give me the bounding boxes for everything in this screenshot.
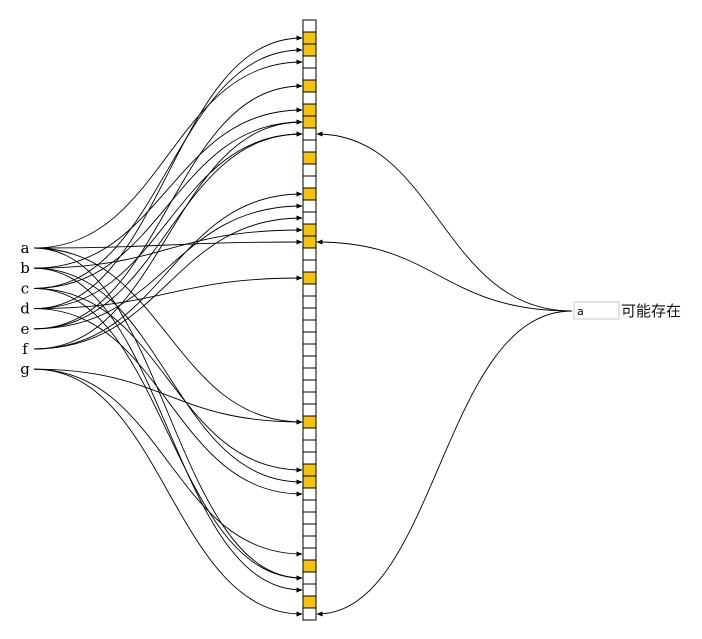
hash-edge-d	[33, 131, 303, 310]
bit-cell-empty	[302, 535, 317, 549]
bit-cell-set	[302, 595, 317, 609]
bit-cell-set	[302, 415, 317, 429]
bit-cell-empty	[302, 487, 317, 501]
hash-edge-c	[33, 119, 303, 289]
key-label-c: c	[21, 279, 29, 297]
bit-cell-empty	[302, 379, 317, 393]
hash-edge-c	[33, 287, 303, 581]
hash-edge-e	[33, 83, 303, 330]
bit-cell-set	[302, 103, 317, 117]
bit-cell-set	[302, 31, 317, 45]
bit-cell-set	[302, 151, 317, 165]
bit-cell-set	[302, 223, 317, 237]
bit-cell-empty	[302, 67, 317, 81]
bit-cell-empty	[302, 583, 317, 597]
hash-edge-e	[33, 131, 303, 330]
bit-cell-empty	[302, 355, 317, 369]
bit-array	[302, 19, 317, 621]
hash-edge-a	[33, 239, 303, 249]
query-edge	[316, 310, 573, 617]
bit-cell-set	[302, 475, 317, 489]
bit-cell-empty	[302, 163, 317, 177]
query-result-label: 可能存在	[621, 302, 681, 320]
bit-cell-empty	[302, 331, 317, 345]
bit-cell-empty	[302, 451, 317, 465]
bit-cell-empty	[302, 283, 317, 297]
hash-edge-d	[33, 35, 303, 310]
bit-cell-set	[302, 271, 317, 285]
query-edge	[316, 239, 573, 312]
hash-edge-f	[33, 191, 303, 350]
hash-edge-f	[33, 215, 303, 350]
bit-cell-empty	[302, 427, 317, 441]
bit-cell-empty	[302, 403, 317, 417]
bit-cell-empty	[302, 307, 317, 321]
query-value: a	[577, 305, 584, 318]
key-label-e: e	[21, 320, 30, 338]
bit-cell-set	[302, 115, 317, 129]
bit-cell-set	[302, 235, 317, 249]
hash-edge-d	[33, 308, 303, 497]
bit-cell-empty	[302, 319, 317, 333]
hash-edge-a	[33, 247, 303, 581]
hash-edge-g	[33, 368, 303, 557]
hash-edge-b	[33, 267, 303, 485]
bit-cell-set	[302, 79, 317, 93]
key-label-a: a	[21, 239, 30, 257]
bit-cell-empty	[302, 211, 317, 225]
bit-cell-empty	[302, 55, 317, 69]
bit-cell-empty	[302, 391, 317, 405]
hash-edge-c	[33, 47, 303, 289]
bit-cell-set	[302, 463, 317, 477]
bit-cell-set	[302, 187, 317, 201]
hash-edge-f	[33, 119, 303, 350]
bit-cell-empty	[302, 139, 317, 153]
hash-edge-e	[33, 203, 303, 330]
query-input-box[interactable]	[573, 301, 620, 320]
query-group: a 可能存在	[573, 301, 681, 320]
hash-edge-g	[33, 368, 303, 617]
bit-cell-empty	[302, 523, 317, 537]
bit-cell-set	[302, 559, 317, 573]
bit-cell-empty	[302, 571, 317, 585]
bit-cell-empty	[302, 547, 317, 561]
bit-cell-empty	[302, 247, 317, 261]
bit-cell-empty	[302, 175, 317, 189]
bit-cell-empty	[302, 259, 317, 273]
bit-cell-empty	[302, 367, 317, 381]
query-edge	[316, 131, 573, 312]
hash-edge-c	[33, 287, 303, 473]
hash-edges	[33, 35, 573, 617]
key-label-f: f	[22, 340, 29, 358]
bit-cell-empty	[302, 91, 317, 105]
bit-cell-set	[302, 43, 317, 57]
bit-cell-empty	[302, 343, 317, 357]
bit-cell-empty	[302, 499, 317, 513]
key-label-g: g	[20, 360, 30, 378]
hash-edge-g	[33, 368, 303, 425]
bit-cell-empty	[302, 127, 317, 141]
hash-edge-b	[33, 107, 303, 269]
bit-cell-empty	[302, 295, 317, 309]
hash-edge-b	[33, 267, 303, 593]
hash-edge-b	[33, 227, 303, 269]
bit-cell-empty	[302, 19, 317, 33]
bit-cell-empty	[302, 199, 317, 213]
bit-cell-empty	[302, 511, 317, 525]
hash-edge-a	[33, 247, 303, 425]
hash-edge-a	[33, 59, 303, 249]
bit-cell-empty	[302, 607, 317, 621]
key-label-b: b	[20, 259, 30, 277]
bit-cell-empty	[302, 439, 317, 453]
key-label-d: d	[20, 300, 30, 318]
hash-edge-d	[33, 275, 303, 310]
